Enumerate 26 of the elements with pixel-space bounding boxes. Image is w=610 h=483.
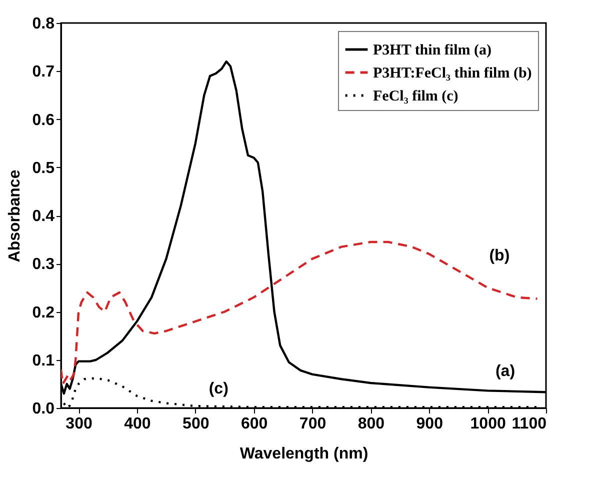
y-tick-label: 0.4 — [32, 208, 55, 225]
x-tick-label: 300 — [66, 416, 92, 432]
annotation: (c) — [208, 380, 228, 398]
y-tick-label: 0.0 — [32, 400, 55, 418]
legend-label: P3HT:FeCl₃ thin film (b) — [373, 66, 532, 82]
x-tick-label: 600 — [240, 416, 268, 432]
y-tick-label: 0.5 — [32, 160, 55, 177]
x-tick-label: 400 — [124, 416, 151, 432]
y-tick-label: 0.2 — [32, 304, 55, 322]
y-tick-label: 0.8 — [32, 16, 55, 32]
legend-label: FeCl₃ film (c) — [373, 88, 458, 104]
x-axis-title: Wavelength (nm) — [240, 446, 368, 462]
annotation: (a) — [495, 363, 516, 380]
legend-label: P3HT thin film (a) — [373, 42, 492, 58]
x-tick-label: 800 — [358, 416, 385, 432]
y-axis-title: Absorbance — [6, 170, 24, 262]
x-tick-label: 700 — [299, 416, 326, 432]
x-tick-label: 900 — [416, 416, 444, 432]
y-tick-label: 0.6 — [32, 112, 55, 129]
y-tick-label: 0.7 — [32, 64, 55, 81]
x-tick-label: 500 — [182, 416, 210, 432]
y-tick-label: 0.1 — [32, 352, 55, 370]
annotation: (b) — [489, 248, 510, 265]
x-tick-label: 1100 — [512, 416, 547, 432]
y-tick-label: 0.3 — [32, 256, 55, 274]
x-tick-label: 1000 — [470, 416, 506, 432]
